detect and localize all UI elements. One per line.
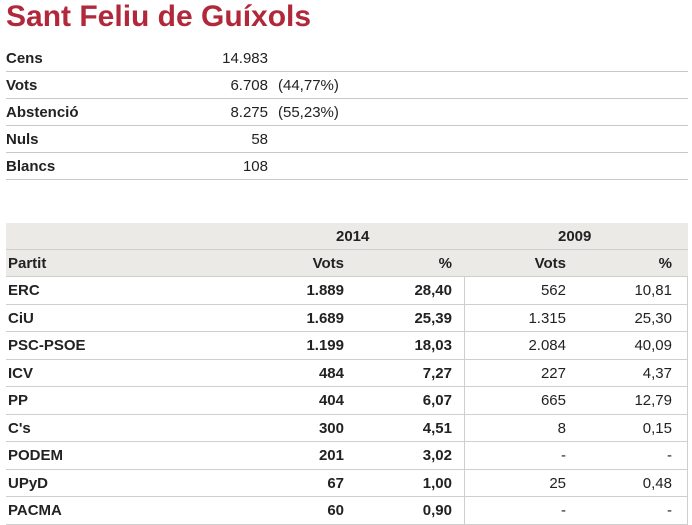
table-row: C's 300 4,51 8 0,15 (6, 415, 688, 442)
pct-2014: 0,90 (422, 502, 452, 519)
pct-2014: 1,00 (422, 474, 452, 492)
column-divider (687, 223, 688, 525)
pct-2014: 6,07 (422, 392, 452, 409)
summary-value: 14.983 (222, 50, 268, 67)
votes-2009: 665 (540, 392, 566, 409)
pct-2014: 4,51 (422, 419, 452, 437)
summary-label: Vots (6, 77, 38, 94)
table-row: CiU 1.689 25,39 1.315 25,30 (6, 305, 688, 332)
summary-row-vots: Vots 6.708 (44,77%) (6, 72, 688, 99)
votes-2014: 404 (318, 392, 344, 409)
year-2014-header: 2014 (336, 228, 370, 245)
pct-2014: 25,39 (414, 309, 452, 327)
pct-2014: 3,02 (422, 447, 452, 464)
summary-pct: (44,77%) (278, 77, 339, 94)
votes-2014: 67 (327, 474, 344, 492)
party-name: CiU (8, 309, 34, 327)
pct-2009: 0,15 (642, 419, 672, 437)
votes-2009: 1.315 (528, 309, 566, 327)
party-name: C's (8, 419, 31, 437)
pct-2009: 40,09 (634, 337, 672, 354)
votes-2009: - (561, 447, 566, 464)
table-row: PSC-PSOE 1.199 18,03 2.084 40,09 (6, 332, 688, 360)
year-header-row: 2014 2009 (6, 223, 688, 250)
summary-value: 58 (251, 131, 268, 148)
summary-row-abstencio: Abstenció 8.275 (55,23%) (6, 99, 688, 126)
votes-2014: 60 (327, 502, 344, 519)
summary-row-nuls: Nuls 58 (6, 126, 688, 153)
summary-table: Cens 14.983 Vots 6.708 (44,77%) Abstenci… (6, 45, 688, 180)
pct-2014: 18,03 (414, 337, 452, 354)
party-name: ERC (8, 282, 40, 299)
summary-pct: (55,23%) (278, 104, 339, 121)
votes-2009: 25 (549, 474, 566, 492)
pct-2014-column-header: % (438, 255, 452, 272)
summary-value: 6.708 (230, 77, 268, 94)
summary-label: Blancs (6, 158, 56, 175)
votes-2014: 300 (318, 419, 344, 437)
table-row: ICV 484 7,27 227 4,37 (6, 360, 688, 387)
table-row: ERC 1.889 28,40 562 10,81 (6, 277, 688, 305)
summary-label: Nuls (6, 131, 39, 148)
table-row: PP 404 6,07 665 12,79 (6, 387, 688, 415)
party-name: PP (8, 392, 29, 409)
party-name: PSC-PSOE (8, 337, 86, 354)
summary-label: Abstenció (6, 104, 79, 121)
votes-2014: 1.689 (306, 309, 344, 327)
pct-2009: - (667, 502, 672, 519)
party-column-header: Partit (8, 255, 47, 272)
summary-row-blancs: Blancs 108 (6, 153, 688, 180)
pct-2009: - (667, 447, 672, 464)
pct-2014: 28,40 (414, 282, 452, 299)
votes-2009: 8 (557, 419, 566, 437)
summary-row-cens: Cens 14.983 (6, 45, 688, 72)
table-row: UPyD 67 1,00 25 0,48 (6, 470, 688, 497)
table-row: PODEM 201 3,02 - - (6, 442, 688, 470)
pct-2009: 0,48 (642, 474, 672, 492)
summary-label: Cens (6, 50, 43, 67)
year-2009-header: 2009 (558, 228, 592, 245)
party-name: PACMA (8, 502, 62, 519)
party-name: ICV (8, 364, 34, 382)
pct-2014: 7,27 (422, 364, 452, 382)
votes-2014: 1.889 (306, 282, 344, 299)
summary-value: 8.275 (230, 104, 268, 121)
pct-2009: 4,37 (642, 364, 672, 382)
pct-2009: 10,81 (634, 282, 672, 299)
votes-2014: 484 (318, 364, 344, 382)
column-divider (464, 223, 465, 525)
votes-2009-column-header: Vots (534, 255, 566, 272)
votes-2009: - (561, 502, 566, 519)
page-title: Sant Feliu de Guíxols (6, 0, 312, 33)
party-name: UPyD (8, 474, 49, 492)
summary-value: 108 (242, 158, 268, 175)
votes-2009: 227 (540, 364, 566, 382)
votes-2014: 201 (318, 447, 344, 464)
pct-2009-column-header: % (658, 255, 672, 272)
votes-2014-column-header: Vots (312, 255, 344, 272)
votes-2009: 562 (540, 282, 566, 299)
results-table: 2014 2009 Partit Vots % Vots % ERC 1.889… (6, 223, 688, 525)
party-name: PODEM (8, 447, 64, 464)
table-row: PACMA 60 0,90 - - (6, 497, 688, 525)
column-header-row: Partit Vots % Vots % (6, 250, 688, 277)
votes-2009: 2.084 (528, 337, 566, 354)
pct-2009: 25,30 (634, 309, 672, 327)
pct-2009: 12,79 (634, 392, 672, 409)
votes-2014: 1.199 (306, 337, 344, 354)
